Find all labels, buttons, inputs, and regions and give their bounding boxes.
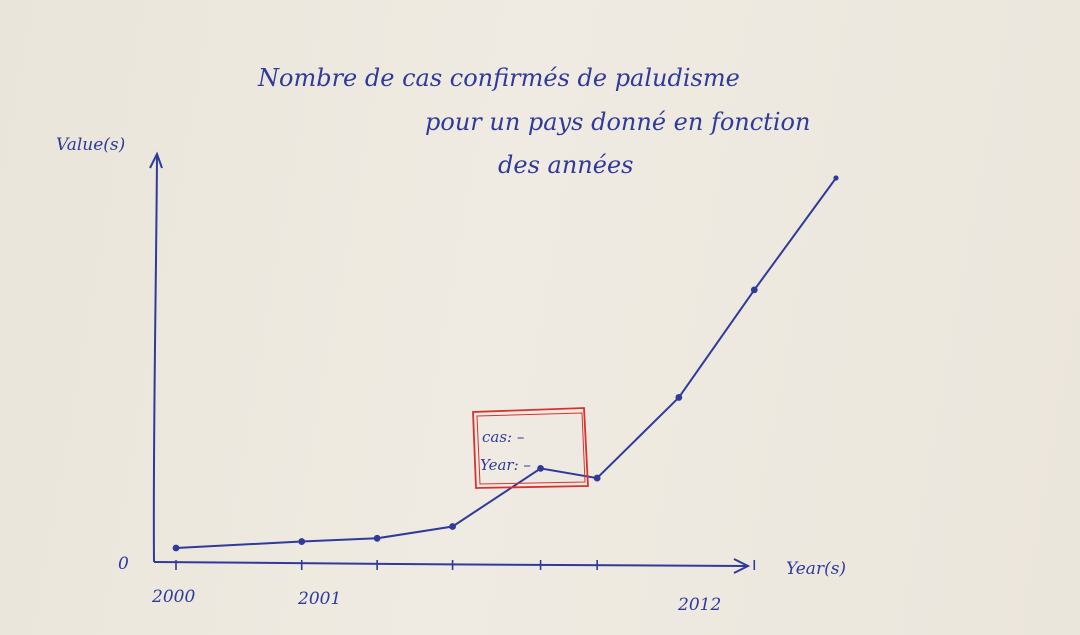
data-point-3 <box>449 523 456 530</box>
data-line <box>175 177 837 549</box>
tooltip-box: cas: – Year: – <box>472 407 589 489</box>
chart-title-line-3: des années <box>498 151 633 179</box>
chart-title-line-2: pour un pays donné en fonction <box>425 108 810 136</box>
data-point-4 <box>537 465 544 472</box>
x-axis-line <box>153 561 747 567</box>
x-tick-label-2001: 2001 <box>297 589 341 609</box>
y-axis-label: Value(s) <box>56 135 125 155</box>
data-point-2 <box>373 534 381 542</box>
x-ticks <box>175 560 756 570</box>
y-tick-label: 0 <box>118 554 129 574</box>
data-point-7 <box>750 286 758 294</box>
x-tick-label-2012: 2012 <box>677 595 721 615</box>
data-point-6 <box>675 394 683 401</box>
data-point-5 <box>593 474 601 482</box>
data-point-0 <box>172 544 180 552</box>
x-axis-label: Year(s) <box>786 559 846 579</box>
data-point-8 <box>833 175 839 181</box>
tooltip-border-shadow <box>476 412 586 485</box>
data-points <box>172 175 839 552</box>
tooltip-case-label: cas: – <box>482 428 524 446</box>
y-axis-arrow <box>149 151 163 169</box>
chart-title-line-1: Nombre de cas confirmés de paludisme <box>257 64 740 92</box>
x-tick-label-2000: 2000 <box>151 587 195 607</box>
x-axis-arrow <box>733 558 751 574</box>
tooltip-year-label: Year: – <box>480 456 531 474</box>
y-axis-line <box>152 155 158 563</box>
tooltip-border <box>472 407 589 489</box>
data-point-1 <box>298 538 306 545</box>
